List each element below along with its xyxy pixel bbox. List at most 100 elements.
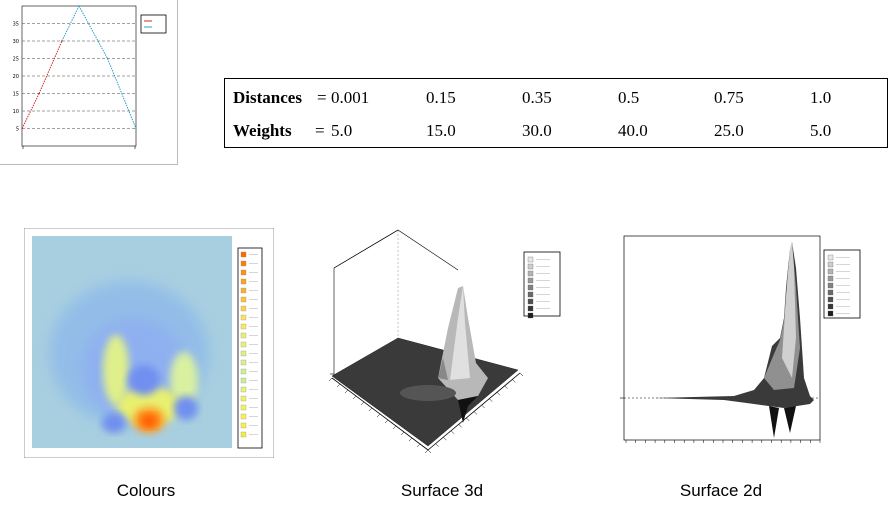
box-edge	[333, 229, 399, 269]
axis-tick	[443, 436, 447, 441]
line-chart: 5 10 15 20 25 30 35	[13, 5, 167, 149]
legend-swatch	[240, 323, 247, 330]
axis-tick	[360, 401, 365, 406]
table-row: Distances = 0.001 0.15 0.35 0.5 0.75 1.0	[233, 88, 887, 110]
legend-swatch	[240, 386, 247, 393]
legend-swatch	[827, 254, 834, 261]
legend-swatch	[240, 251, 247, 258]
row-label: Weights	[233, 121, 292, 140]
axis-tick	[424, 449, 429, 454]
table-cell: 0.001	[331, 88, 370, 107]
axis-tick	[408, 437, 413, 442]
table-cell: 0.35	[522, 88, 552, 107]
heatmap-blob	[117, 386, 181, 426]
legend-swatch	[240, 350, 247, 357]
legend-swatch	[240, 359, 247, 366]
legend-swatch	[240, 422, 247, 429]
table-cell: 0.5	[618, 88, 640, 107]
legend-swatch	[240, 404, 247, 411]
table-cell: 40.0	[618, 121, 648, 140]
table-cell: 5.0	[331, 121, 353, 140]
axis-tick	[489, 398, 493, 402]
data-point	[106, 57, 109, 60]
data-point	[21, 127, 23, 130]
axis-ticks	[328, 372, 524, 454]
caption-surface-2d: Surface 2d	[679, 481, 763, 500]
table-cell: 5.0	[810, 121, 832, 140]
legend-swatch	[240, 332, 247, 339]
legend-swatch	[827, 275, 834, 282]
legend-swatch	[240, 278, 247, 285]
y-tick-label: 35	[13, 22, 19, 28]
surface-peak-highlight	[450, 286, 470, 380]
legend-swatch	[240, 377, 247, 384]
data-point	[135, 127, 137, 130]
legend-swatch	[827, 303, 834, 310]
heatmap-blob	[174, 396, 198, 420]
axis-tick	[466, 417, 470, 422]
legend-swatch	[240, 314, 247, 321]
surface-legend-swatches	[827, 254, 850, 317]
x-axis-ticks	[620, 397, 821, 443]
legend-swatch	[240, 305, 247, 312]
axis-tick	[458, 424, 462, 428]
legend-swatch	[240, 260, 247, 267]
legend-swatch	[527, 256, 534, 263]
series-segment	[21, 93, 40, 129]
axis-tick	[416, 443, 421, 448]
axis-tick	[368, 407, 373, 412]
table-cell: 15.0	[426, 121, 456, 140]
surface-ripple	[400, 385, 456, 401]
data-point	[61, 40, 63, 42]
surface-3d-chart	[328, 229, 561, 454]
axis-tick	[344, 389, 349, 394]
table-cell: 0.75	[714, 88, 744, 107]
distances-weights-table: Distances = 0.001 0.15 0.35 0.5 0.75 1.0…	[224, 78, 888, 148]
surface-legend	[523, 251, 561, 317]
legend-swatch	[527, 270, 534, 277]
surface-3d-panel: Surface 3d	[318, 228, 568, 500]
axis-tick	[328, 377, 333, 382]
legend-swatch	[240, 341, 247, 348]
axis-tick	[400, 431, 405, 436]
heatmap-blob	[141, 414, 157, 428]
grid-lines	[22, 23, 136, 129]
caption-surface-3d: Surface 3d	[400, 481, 484, 500]
heatmap-blob	[103, 335, 129, 405]
y-tick-label: 5	[16, 127, 19, 133]
heatmap-blob	[128, 365, 160, 395]
heatmap-field	[49, 281, 209, 433]
surface-layer-highlight	[782, 242, 796, 378]
row-separator: =	[317, 88, 327, 107]
series-segment	[107, 58, 137, 129]
axis-tick	[450, 430, 455, 434]
axis-tick	[376, 413, 381, 418]
row-label: Distances	[233, 88, 302, 107]
surface-2d-panel: Surface 2d	[614, 228, 888, 500]
series-segment	[38, 40, 63, 94]
y-tick-label: 25	[13, 57, 19, 63]
y-tick-label: 20	[13, 74, 19, 80]
y-tick-labels: 5 10 15 20 25 30 35	[13, 22, 19, 133]
axis-tick	[496, 392, 501, 396]
legend-swatch	[527, 277, 534, 284]
legend-swatch	[827, 296, 834, 303]
y-tick-label: 15	[13, 92, 19, 98]
table-cell: 0.15	[426, 88, 456, 107]
surface-2d-chart	[620, 235, 861, 443]
line-chart-panel: 5 10 15 20 25 30 35	[0, 0, 178, 165]
axis-tick	[336, 383, 341, 388]
legend-swatch	[240, 431, 247, 438]
legend-swatch	[527, 291, 534, 298]
surface-dip	[784, 406, 796, 433]
table-cell: 30.0	[522, 121, 552, 140]
heatmap-blob	[102, 413, 126, 433]
heatmap-blob	[170, 352, 198, 408]
y-tick-label: 10	[13, 109, 19, 115]
colours-heatmap-panel: Colours	[23, 227, 275, 500]
axis-tick	[435, 443, 439, 447]
legend-swatch	[240, 368, 247, 375]
data-point	[38, 92, 40, 95]
table-cell: 1.0	[810, 88, 832, 107]
legend-swatch	[240, 287, 247, 294]
